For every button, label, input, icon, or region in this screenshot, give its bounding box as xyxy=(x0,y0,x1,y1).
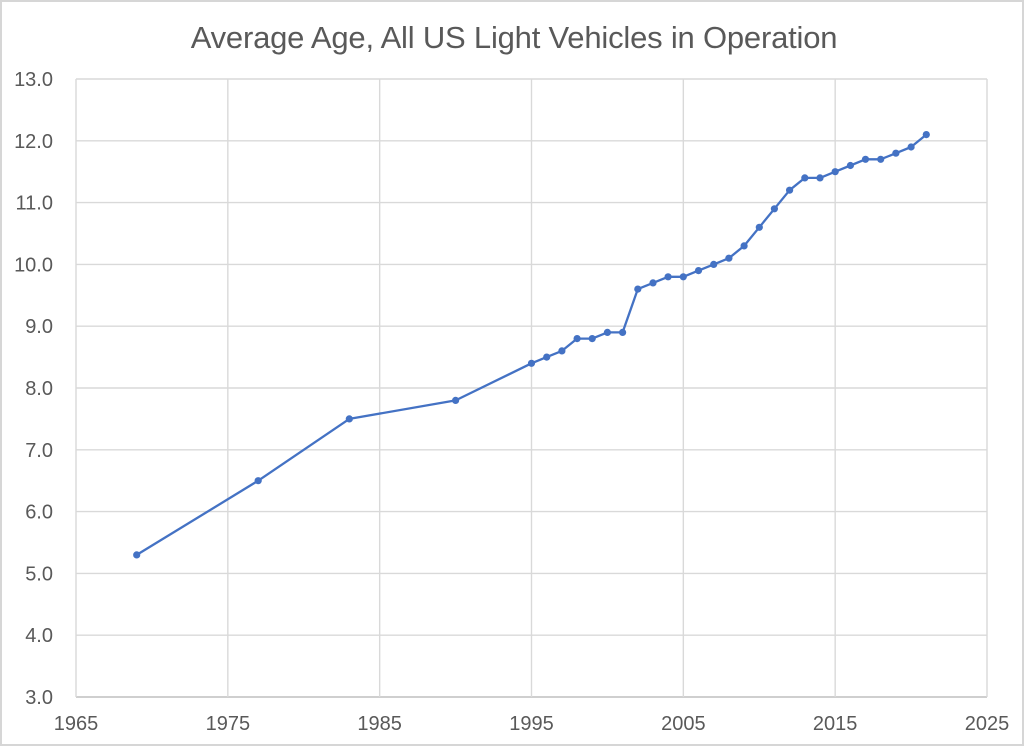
x-axis-tick-label: 2015 xyxy=(813,713,858,735)
data-point-marker xyxy=(133,551,141,559)
x-axis-tick-label: 1995 xyxy=(509,713,554,735)
data-point-marker xyxy=(588,335,596,343)
data-point-marker xyxy=(725,254,733,262)
gridlines xyxy=(75,78,988,698)
data-point-marker xyxy=(861,155,870,163)
y-axis-tick-label: 8.0 xyxy=(25,378,53,400)
data-point-marker xyxy=(816,174,824,182)
y-axis-tick-label: 9.0 xyxy=(25,316,53,338)
data-series xyxy=(133,131,930,559)
data-point-marker xyxy=(846,161,855,170)
data-point-marker xyxy=(740,242,748,250)
x-axis-tick-label: 2005 xyxy=(661,713,706,735)
data-point-marker xyxy=(345,415,353,423)
y-axis-tick-label: 7.0 xyxy=(25,440,53,462)
data-point-marker xyxy=(710,260,718,268)
y-axis-tick-label: 3.0 xyxy=(25,687,53,709)
data-point-marker xyxy=(922,131,930,139)
data-point-marker xyxy=(558,347,566,355)
y-axis-tick-label: 12.0 xyxy=(14,131,53,153)
data-point-marker xyxy=(892,149,900,157)
y-axis-tick-label: 4.0 xyxy=(25,625,53,647)
data-point-marker xyxy=(603,328,612,336)
data-point-marker xyxy=(877,155,885,163)
data-point-marker xyxy=(679,273,687,281)
data-point-marker xyxy=(573,335,581,343)
x-axis-tick-label: 1975 xyxy=(206,713,251,735)
x-axis-tick-label: 1965 xyxy=(54,713,99,735)
data-point-marker xyxy=(831,168,839,176)
axis-tick-labels: 3.0 4.0 5.0 6.0 7.0 8.0 9.0 10.0 11.0 12.0 13.0 196… xyxy=(14,69,1009,735)
data-point-marker xyxy=(619,328,627,336)
data-point-marker xyxy=(786,186,794,194)
x-axis-tick-label: 1985 xyxy=(357,713,402,735)
y-axis-tick-label: 5.0 xyxy=(25,563,53,585)
data-point-marker xyxy=(907,143,915,151)
data-point-marker xyxy=(452,396,460,404)
y-axis-tick-label: 10.0 xyxy=(14,254,53,276)
chart-title: Average Age, All US Light Vehicles in Op… xyxy=(191,20,838,55)
y-axis-tick-label: 6.0 xyxy=(25,502,53,524)
data-point-marker xyxy=(664,273,672,281)
y-axis-tick-label: 13.0 xyxy=(14,69,53,91)
data-point-marker xyxy=(770,205,779,213)
data-point-marker xyxy=(634,285,642,293)
data-point-marker xyxy=(649,279,657,287)
data-point-marker xyxy=(801,174,809,182)
data-point-marker xyxy=(694,267,703,275)
data-point-marker xyxy=(254,477,262,485)
data-point-marker xyxy=(543,353,551,361)
x-axis-tick-label: 2025 xyxy=(965,713,1010,735)
data-point-marker xyxy=(527,359,536,367)
y-axis-tick-label: 11.0 xyxy=(16,193,53,215)
data-point-marker xyxy=(755,223,763,231)
